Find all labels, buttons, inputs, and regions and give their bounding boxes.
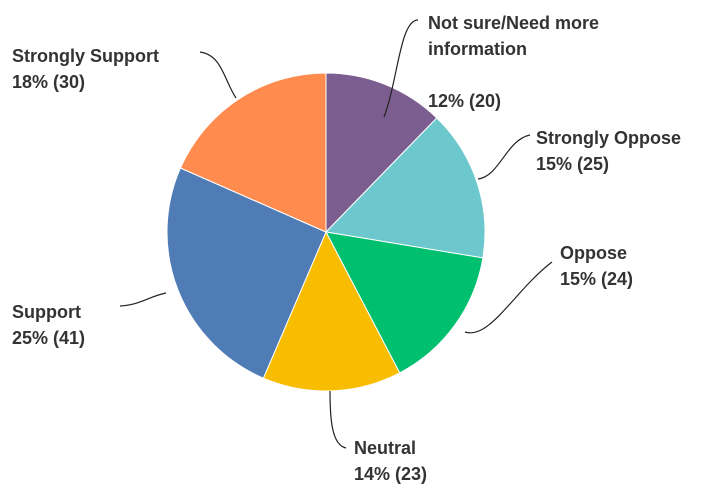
slice-value-1: 15% (25) [536,154,609,174]
pie-slice-2 [325,231,484,374]
leader-line-0 [383,19,419,118]
leader-line-4 [119,292,167,307]
slice-value-2: 15% (24) [560,269,633,289]
slice-labels: Not sure/Need more information 12% (20) Str… [12,13,681,484]
pie-slice-1 [324,117,486,259]
pie-slice-0 [325,72,438,234]
slice-label-3-line-0: Neutral [354,438,416,458]
slice-label-0-line-1: information [428,39,527,59]
leader-line-2 [464,261,553,334]
leader-line-5 [199,51,237,99]
slice-label-4-line-0: Support [12,302,81,322]
slice-value-4: 25% (41) [12,328,85,348]
slice-label-0-line-0: Not sure/Need more [428,13,599,33]
slice-value-3: 14% (23) [354,464,427,484]
slice-label-1-line-0: Strongly Oppose [536,128,681,148]
slice-label-2-line-0: Oppose [560,243,627,263]
slice-label-5-line-0: Strongly Support [12,46,159,66]
slice-value-0: 12% (20) [428,91,501,111]
slice-value-5: 18% (30) [12,72,85,92]
pie-slice-3 [262,230,401,392]
leader-line-3 [329,390,347,449]
pie-slice-4 [166,167,327,379]
leader-lines [119,19,553,449]
pie-slice-5 [179,72,327,233]
pie-slices [166,72,486,392]
leader-line-1 [477,134,531,180]
